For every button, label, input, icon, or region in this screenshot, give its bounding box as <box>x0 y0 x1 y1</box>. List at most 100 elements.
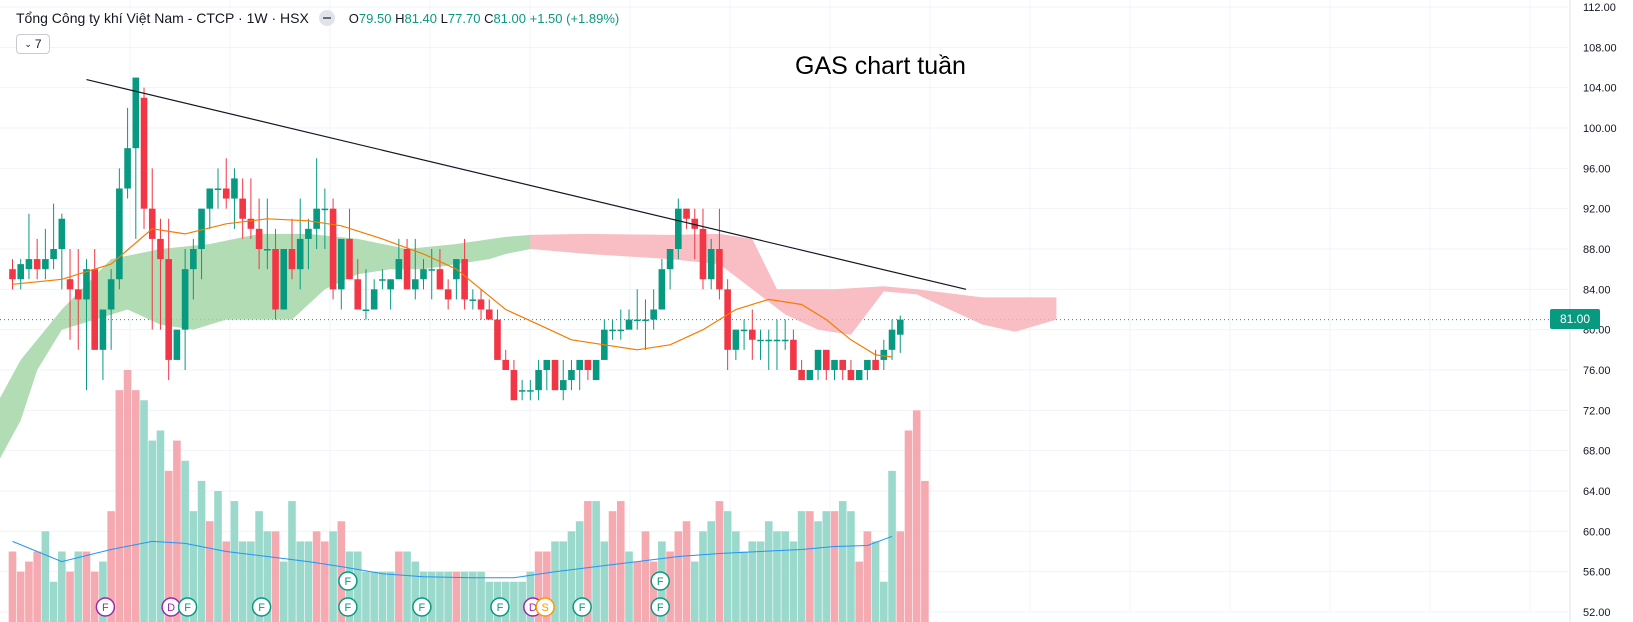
candle <box>732 329 740 360</box>
candle <box>395 238 403 280</box>
candle-body <box>502 359 509 370</box>
price-axis[interactable]: 112.00 108.00 104.00 100.00 96.00 92.00 88.00 8… <box>1569 0 1617 622</box>
y-tick-label: 60.00 <box>1583 526 1611 538</box>
candle <box>42 228 49 280</box>
candle <box>584 359 592 381</box>
event-marker-financial: F <box>338 597 358 617</box>
candle <box>822 349 830 381</box>
candle-body <box>461 259 468 300</box>
legend-toggle-button[interactable]: ⌄ 7 <box>16 34 50 54</box>
high-value: 81.40 <box>404 10 438 26</box>
candle <box>716 208 723 300</box>
candle <box>864 359 871 381</box>
volume-bar <box>222 541 231 622</box>
event-marker-circle <box>650 597 670 617</box>
volume-bar <box>16 571 25 622</box>
candle <box>157 218 164 330</box>
volume-bar <box>353 551 362 622</box>
candle <box>880 339 888 370</box>
candle-body <box>387 279 394 290</box>
candle <box>173 329 181 360</box>
event-marker-letter: F <box>184 602 191 614</box>
candle <box>658 259 666 310</box>
candle-body <box>559 380 567 391</box>
event-markers[interactable]: F D F FFF F F D S FFF <box>95 571 670 617</box>
candle <box>387 279 394 310</box>
candle-body <box>116 188 123 280</box>
event-marker-letter: F <box>258 602 265 614</box>
candle <box>214 168 222 209</box>
ma-line <box>12 218 893 358</box>
candle <box>592 359 600 381</box>
event-marker-circle <box>338 571 358 591</box>
y-tick-label: 76.00 <box>1583 365 1611 377</box>
candle <box>453 259 460 300</box>
candle <box>461 238 468 310</box>
volume-bar <box>115 390 124 622</box>
volume-bar <box>411 561 420 622</box>
candle-body <box>683 208 690 219</box>
y-tick-label: 52.00 <box>1583 607 1611 619</box>
volume-bar <box>403 551 411 622</box>
volume-bar <box>608 511 617 622</box>
candle-body <box>527 390 534 392</box>
volume-bar <box>880 581 888 622</box>
candle-body <box>379 279 386 281</box>
volume-bar <box>822 511 831 622</box>
event-marker-letter: F <box>657 576 664 588</box>
change-value: +1.50 (+1.89%) <box>529 10 620 26</box>
event-marker-financial: F <box>650 571 670 591</box>
volume-bar <box>838 501 847 622</box>
high-label: H <box>395 10 405 26</box>
y-tick-label: 72.00 <box>1583 405 1611 417</box>
candle-body <box>305 228 312 239</box>
candle-body <box>617 329 625 332</box>
candle <box>264 198 271 270</box>
volume-bar <box>477 571 485 622</box>
trendline[interactable] <box>86 79 967 290</box>
candle-body <box>206 188 214 209</box>
candle <box>617 309 625 340</box>
candle <box>346 208 353 280</box>
y-tick-label: 56.00 <box>1583 567 1611 579</box>
candle <box>781 319 789 350</box>
volume-bar <box>534 551 543 622</box>
volume-bar <box>156 430 165 622</box>
candle-body <box>699 228 707 280</box>
event-marker-letter: F <box>657 602 664 614</box>
event-marker-financial: F <box>177 597 198 617</box>
volume-bar <box>255 511 263 622</box>
candle-body <box>214 188 222 190</box>
candle-body <box>675 208 682 249</box>
candle <box>543 359 551 391</box>
eye-icon[interactable] <box>318 10 335 26</box>
candle <box>165 218 172 381</box>
candle <box>9 259 16 290</box>
candle <box>551 359 559 391</box>
candle-body <box>173 329 181 360</box>
event-marker-financial: F <box>412 597 432 617</box>
candle-body <box>411 279 419 290</box>
candle <box>305 218 312 270</box>
event-marker-financial: F <box>251 597 272 617</box>
candle <box>477 289 485 320</box>
candle-body <box>313 208 320 229</box>
candle-body <box>296 238 304 270</box>
chart-annotation[interactable]: GAS chart tuần <box>795 52 966 80</box>
volume-bar <box>575 521 584 622</box>
candle <box>839 359 847 381</box>
candle-body <box>91 269 98 350</box>
volume-bar <box>304 541 313 622</box>
candle <box>798 359 805 381</box>
candle-body <box>198 208 205 249</box>
symbol-title[interactable]: Tổng Công ty khí Việt Nam - CTCP · 1W · … <box>16 10 309 26</box>
candle-body <box>732 329 740 350</box>
candle-body <box>864 359 871 370</box>
candle-body <box>765 339 773 342</box>
candle <box>814 349 822 381</box>
candle-body <box>781 339 789 342</box>
event-marker-circle <box>572 597 592 617</box>
volume-bar <box>863 531 872 622</box>
candle-body <box>436 269 444 290</box>
